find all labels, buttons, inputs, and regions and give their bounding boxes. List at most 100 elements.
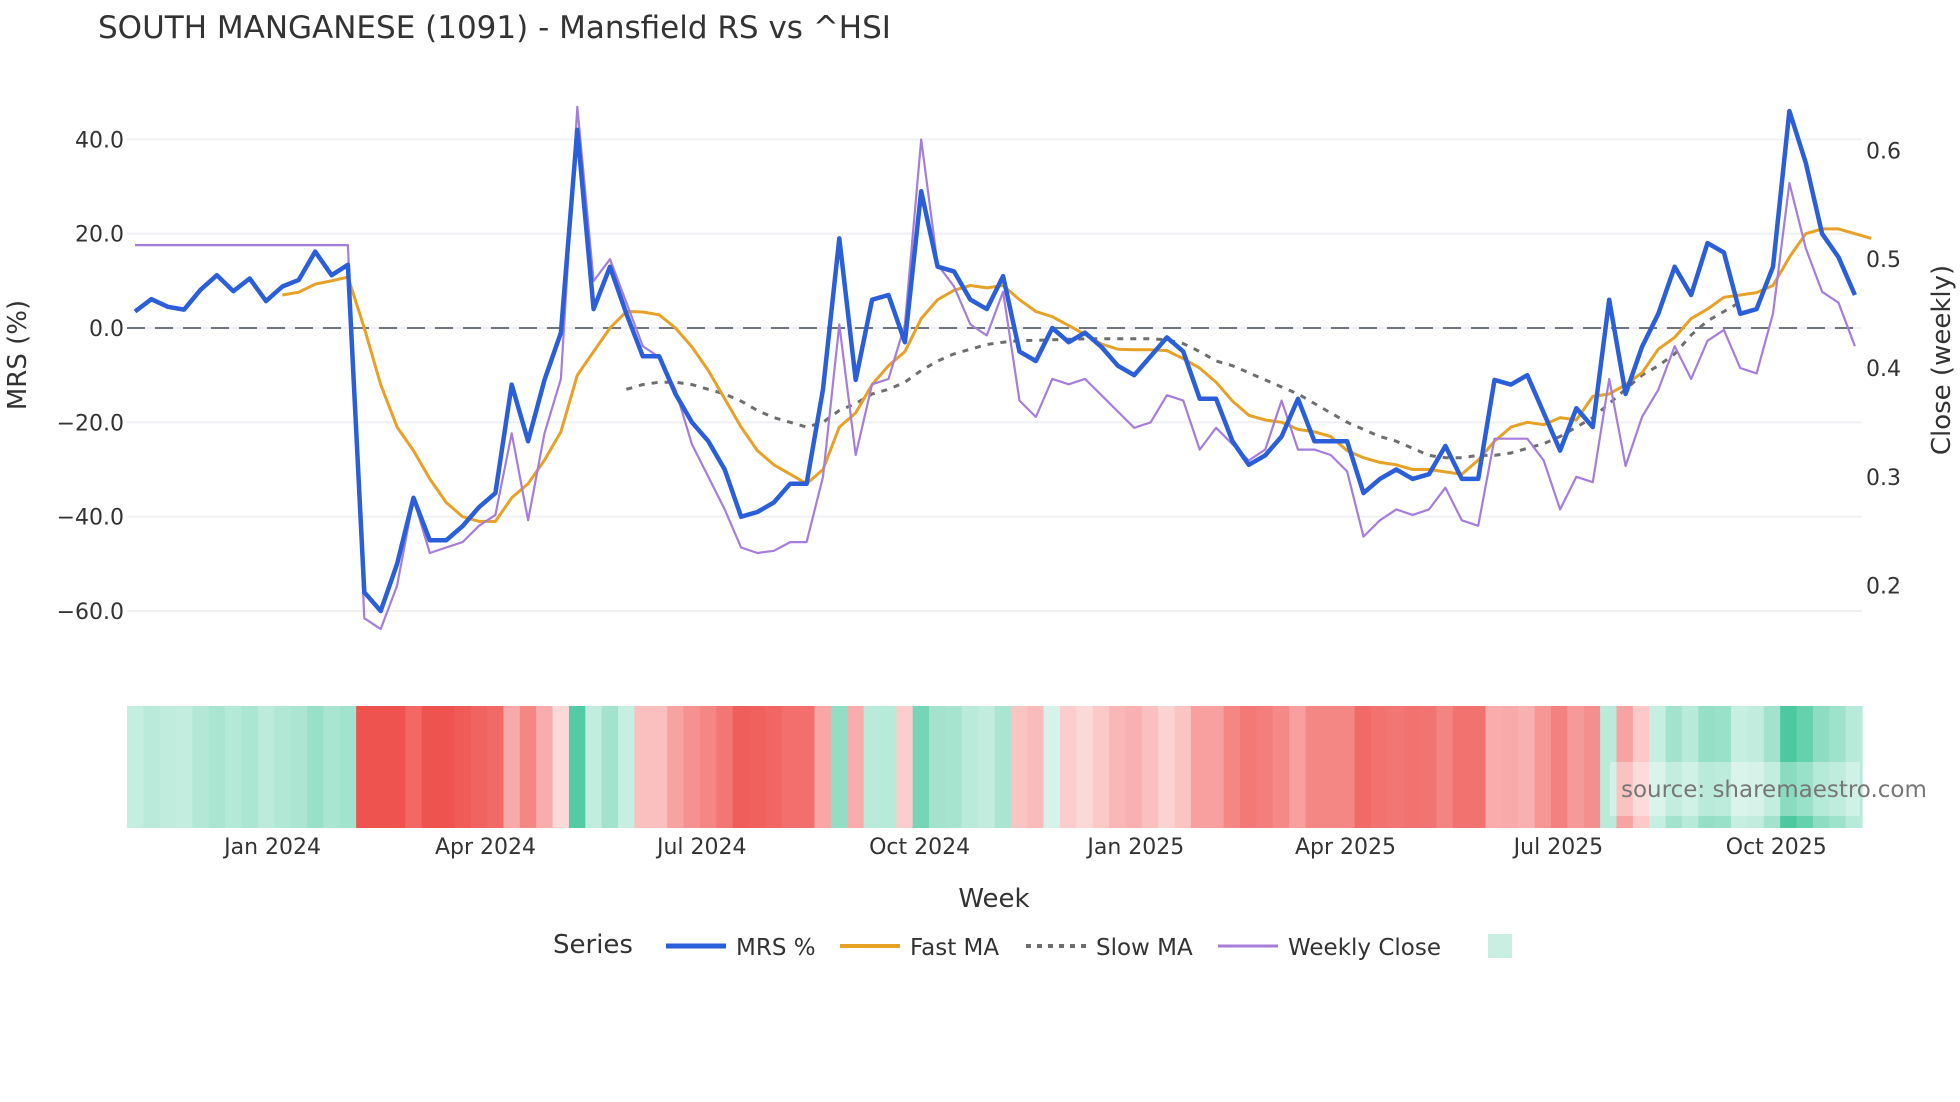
heatmap-cell [1272, 706, 1290, 828]
heatmap-cell [1632, 706, 1650, 828]
heatmap-cell [1190, 706, 1208, 828]
heatmap-cell [1289, 706, 1307, 828]
slow-ma-line [625, 300, 1741, 460]
heatmap-cell [536, 706, 554, 828]
heatmap-cell [1829, 706, 1847, 828]
y-tick-label: 0.0 [89, 317, 124, 342]
heatmap-cell [1616, 706, 1634, 828]
heatmap-cell [159, 706, 177, 828]
y2-tick-label: 0.5 [1866, 248, 1901, 273]
heatmap-cell [1567, 706, 1585, 828]
heatmap-cell [994, 706, 1012, 828]
heatmap-cell [1714, 706, 1732, 828]
heatmap-cell [454, 706, 472, 828]
heatmap-cell [356, 706, 374, 828]
heatmap-cell [339, 706, 357, 828]
heatmap-cell [568, 706, 586, 828]
heatmap-cell [1158, 706, 1176, 828]
y2-tick-label: 0.4 [1866, 357, 1901, 382]
heatmap-cell [650, 706, 668, 828]
heatmap-cell [1027, 706, 1045, 828]
heatmap-cell [634, 706, 652, 828]
x-tick-label: Apr 2024 [435, 835, 536, 860]
y2-tick-label: 0.3 [1866, 466, 1901, 491]
legend-swatch-heatmap [1488, 934, 1512, 958]
heatmap-cell [961, 706, 979, 828]
x-tick-label: Oct 2025 [1726, 835, 1827, 860]
heatmap-cell [781, 706, 799, 828]
heatmap-cell [257, 706, 275, 828]
heatmap-cell [1141, 706, 1159, 828]
heatmap-cell [372, 706, 390, 828]
x-tick-label: Jul 2024 [655, 835, 747, 860]
legend-item-label: Slow MA [1096, 935, 1193, 961]
chart-title: SOUTH MANGANESE (1091) - Mansfield RS vs… [98, 10, 891, 46]
y2-axis-title: Close (weekly) [1927, 265, 1957, 455]
heatmap-cell [585, 706, 603, 828]
heatmap-cell [978, 706, 996, 828]
heatmap-cell [307, 706, 325, 828]
heatmap-cell [1665, 706, 1683, 828]
heatmap-cell [1223, 706, 1241, 828]
heatmap-cell [1305, 706, 1323, 828]
heatmap-cell [1207, 706, 1225, 828]
heatmap-cell [1354, 706, 1372, 828]
heatmap-cell [896, 706, 914, 828]
heatmap-cell [1370, 706, 1388, 828]
x-axis-title: Week [958, 884, 1029, 914]
heatmap-cell [1731, 706, 1749, 828]
heatmap-cell [1059, 706, 1077, 828]
heatmap-cell [503, 706, 521, 828]
heatmap-cell [732, 706, 750, 828]
heatmap-cell [1109, 706, 1127, 828]
mrs-line [133, 108, 1857, 614]
heatmap-cell [1321, 706, 1339, 828]
heatmap-cell [1010, 706, 1028, 828]
x-tick-label: Jan 2025 [1085, 835, 1184, 860]
heatmap-cell [618, 706, 636, 828]
heatmap-cell [1485, 706, 1503, 828]
heatmap-cell [1780, 706, 1798, 828]
x-tick-label: Oct 2024 [869, 835, 970, 860]
heatmap-cell [1125, 706, 1143, 828]
heatmap-cell [421, 706, 439, 828]
heatmap-cell [667, 706, 685, 828]
heatmap-cell [765, 706, 783, 828]
heatmap-cell [225, 706, 243, 828]
heatmap-cell [1452, 706, 1470, 828]
heatmap-cell [1747, 706, 1765, 828]
heatmap-cell [1338, 706, 1356, 828]
heatmap-cell [716, 706, 734, 828]
heatmap-cell [1092, 706, 1110, 828]
heatmap-cell [814, 706, 832, 828]
heatmap-cell [405, 706, 423, 828]
y2-tick-label: 0.6 [1866, 139, 1901, 164]
heatmap-cell [127, 706, 144, 828]
heatmap-cell [683, 706, 701, 828]
heatmap-cell [1551, 706, 1568, 828]
heatmap-cell [388, 706, 406, 828]
heatmap-cell [830, 706, 848, 828]
y-tick-label: −60.0 [57, 600, 124, 625]
heatmap-cell [601, 706, 619, 828]
heatmap-cell [487, 706, 505, 828]
legend-item-label: Weekly Close [1288, 935, 1441, 961]
heatmap-cell [1436, 706, 1454, 828]
left-axis-ticks: 40.0 20.0 0.0 −20.0 −40.0 −60.0 [57, 128, 124, 625]
weekly-close-line [135, 105, 1856, 631]
heatmap-cell [863, 706, 881, 828]
heatmap-cell [241, 706, 259, 828]
heatmap-cell [1698, 706, 1716, 828]
y-axis-title: MRS (%) [3, 300, 33, 410]
heatmap-cell [847, 706, 865, 828]
heatmap-cell [1649, 706, 1667, 828]
x-axis-ticks: Jan 2024 Apr 2024 Jul 2024 Oct 2024 Jan 2025… [222, 835, 1827, 860]
source-label: source: sharemaestro.com [1621, 777, 1927, 803]
heatmap-cell [470, 706, 488, 828]
heatmap-cell [1387, 706, 1405, 828]
right-axis-ticks: 0.6 0.5 0.4 0.3 0.2 [1866, 139, 1901, 599]
heatmap-cell [1240, 706, 1257, 828]
heatmap-cell [1534, 706, 1552, 828]
heatmap-cell [1403, 706, 1421, 828]
